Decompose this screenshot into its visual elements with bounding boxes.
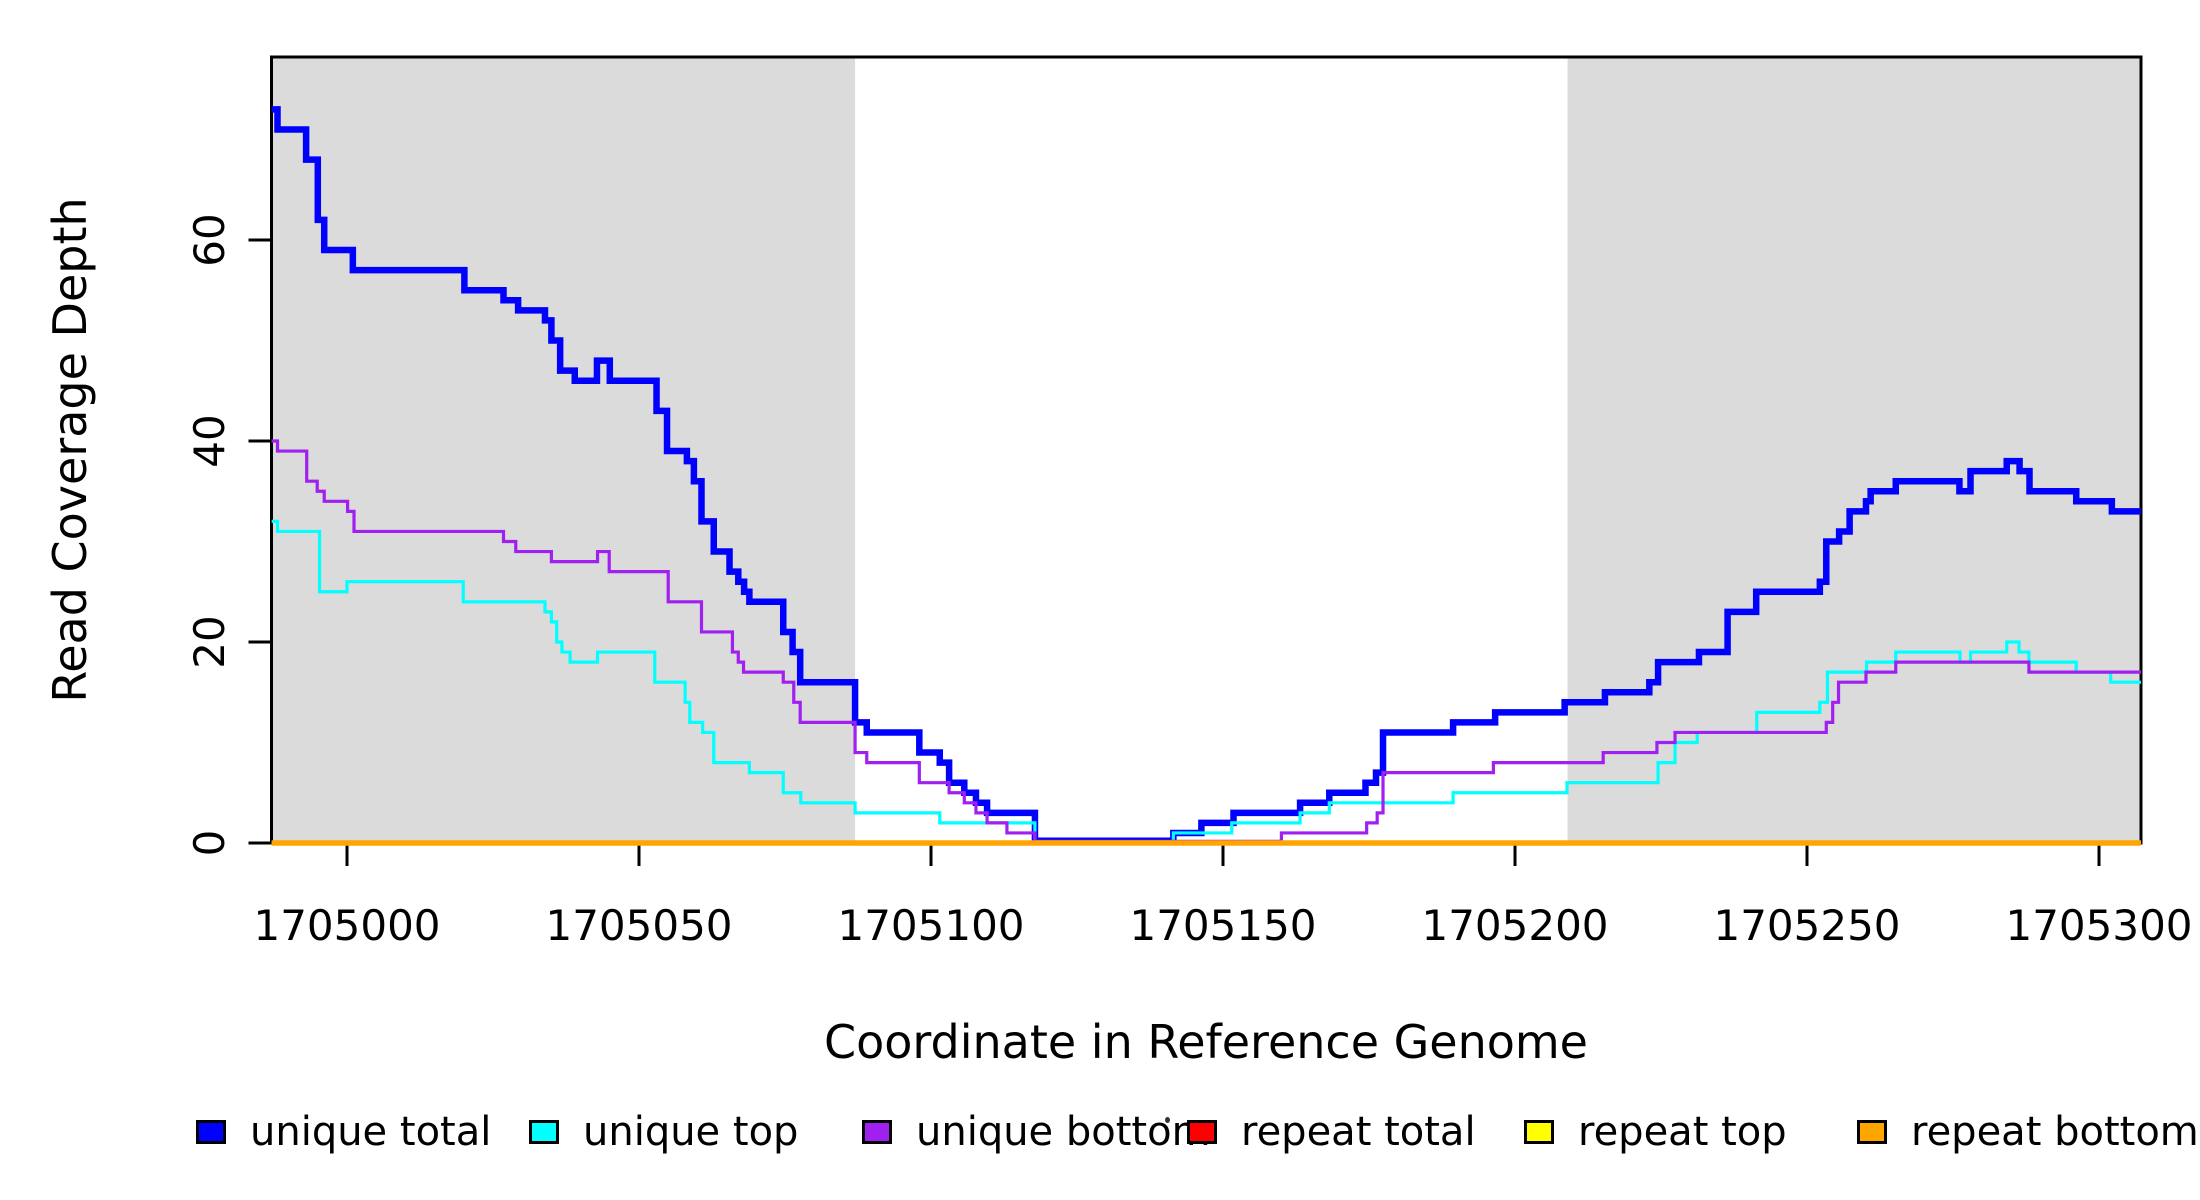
legend-item-unique-bottom: unique bottom xyxy=(862,1106,1211,1158)
axis-ticks xyxy=(248,238,2101,866)
legend-swatch-repeat-bottom xyxy=(1857,1120,1887,1144)
legend-swatch-unique-bottom xyxy=(862,1120,892,1144)
series-unique-bottom xyxy=(271,439,2141,843)
x-tick-label: 1705250 xyxy=(1713,901,1900,950)
legend-item-repeat-total: repeat total xyxy=(1187,1106,1476,1158)
x-tick-label: 1705100 xyxy=(837,901,1024,950)
data-series xyxy=(271,106,2141,846)
series-unique-total xyxy=(271,106,2141,845)
y-tick-label: 20 xyxy=(185,615,234,668)
legend-label: repeat bottom xyxy=(1911,1109,2199,1155)
legend-swatch-unique-total xyxy=(196,1120,226,1144)
x-tick-label: 1705050 xyxy=(545,901,732,950)
y-tick-label: 0 xyxy=(185,830,234,857)
legend: unique total unique top unique bottom repea… xyxy=(0,1106,2200,1158)
x-tick-label: 1705150 xyxy=(1129,901,1316,950)
stray-dot-artifact xyxy=(1165,1117,1170,1123)
legend-swatch-repeat-top xyxy=(1524,1120,1554,1144)
legend-swatch-repeat-total xyxy=(1187,1120,1217,1144)
x-tick-label: 1705200 xyxy=(1421,901,1608,950)
legend-item-unique-total: unique total xyxy=(196,1106,491,1158)
legend-label: repeat total xyxy=(1241,1109,1476,1155)
shaded-regions xyxy=(271,57,2140,843)
legend-item-repeat-top: repeat top xyxy=(1524,1106,1787,1158)
legend-label: unique total xyxy=(250,1109,492,1155)
legend-item-repeat-bottom: repeat bottom xyxy=(1857,1106,2199,1158)
legend-swatch-unique-top xyxy=(529,1120,559,1144)
legend-label: unique top xyxy=(583,1109,799,1155)
x-tick-label: 1705000 xyxy=(253,901,440,950)
legend-label: repeat top xyxy=(1578,1109,1787,1155)
shaded-region-right xyxy=(1567,57,2140,843)
legend-item-unique-top: unique top xyxy=(529,1106,798,1158)
x-axis-title: Coordinate in Reference Genome xyxy=(824,1015,1588,1069)
legend-label: unique bottom xyxy=(916,1109,1211,1155)
shaded-region-left xyxy=(271,57,856,843)
axis-tick-labels: 1705000 1705050 1705100 1705150 1705200 17052… xyxy=(185,213,2193,950)
x-tick-label: 1705300 xyxy=(2005,901,2192,950)
y-axis-title: Read Coverage Depth xyxy=(43,197,97,702)
y-tick-label: 40 xyxy=(185,414,234,467)
y-tick-label: 60 xyxy=(185,213,234,266)
